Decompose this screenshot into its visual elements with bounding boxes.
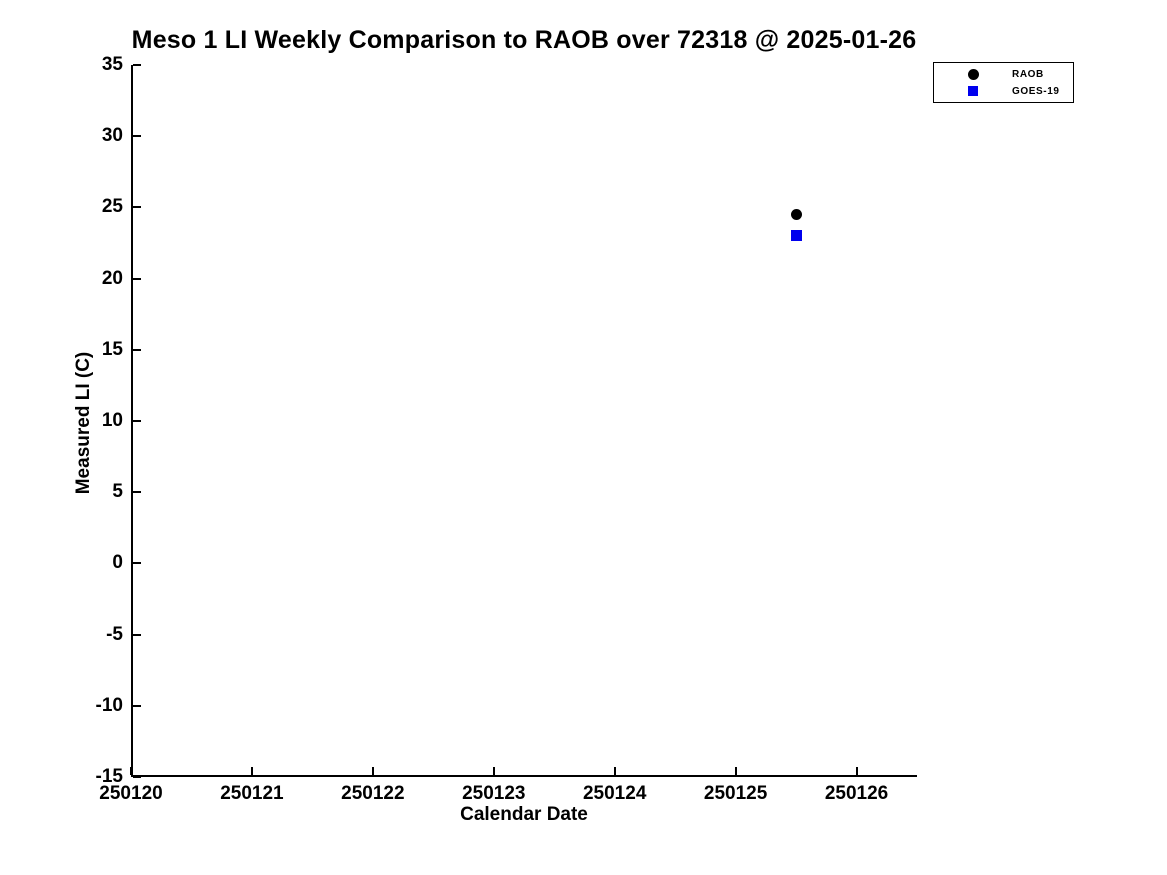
- legend-marker-cell: [934, 68, 1012, 80]
- y-tick-label: 20: [101, 267, 123, 289]
- x-axis-label: Calendar Date: [460, 804, 588, 825]
- legend: RAOB GOES-19: [933, 62, 1074, 103]
- x-tick-mark: [734, 767, 737, 775]
- y-tick-label: -10: [95, 694, 123, 716]
- y-tick-label: -5: [106, 623, 123, 645]
- y-tick-label: 30: [101, 125, 123, 147]
- x-tick-label: 250121: [220, 783, 284, 804]
- y-tick-mark: [133, 420, 141, 422]
- data-point-goes-19: [790, 230, 802, 242]
- y-tick-mark: [133, 776, 141, 778]
- circle-marker-icon: [967, 68, 979, 80]
- legend-label: GOES-19: [1012, 85, 1060, 97]
- x-tick-mark: [492, 767, 495, 775]
- x-tick-mark: [250, 767, 253, 775]
- data-point-raob: [790, 209, 802, 221]
- x-tick-label: 250125: [703, 783, 768, 804]
- y-tick-label: 15: [101, 338, 123, 360]
- y-tick-label: -15: [95, 766, 123, 787]
- x-tick-label: 250122: [341, 783, 405, 804]
- y-tick-mark: [133, 135, 141, 138]
- y-tick-label: 0: [112, 552, 123, 574]
- y-tick-label: 10: [101, 410, 123, 431]
- y-tick-mark: [133, 491, 141, 494]
- y-tick-label: 5: [112, 481, 123, 503]
- plot-area: [131, 65, 917, 777]
- x-tick-mark: [855, 767, 858, 775]
- y-tick-label: 25: [101, 196, 123, 218]
- chart-title: Meso 1 LI Weekly Comparison to RAOB over…: [131, 26, 917, 54]
- y-tick-mark: [133, 277, 141, 280]
- x-tick-mark: [613, 767, 616, 775]
- y-tick-label: 35: [101, 54, 123, 75]
- legend-label: RAOB: [1012, 68, 1044, 80]
- x-tick-label: 250124: [582, 783, 647, 804]
- y-tick-mark: [133, 64, 141, 66]
- x-tick-label: 250126: [824, 783, 889, 804]
- y-tick-mark: [133, 206, 141, 209]
- x-tick-mark: [371, 767, 374, 775]
- legend-marker-cell: [934, 86, 1012, 96]
- legend-entry-goes-19: GOES-19: [934, 83, 1073, 99]
- x-tick-label: 250123: [462, 783, 526, 804]
- y-tick-mark: [133, 704, 141, 707]
- x-tick-mark: [130, 767, 132, 775]
- square-marker-icon: [968, 86, 978, 96]
- y-tick-mark: [133, 348, 141, 351]
- x-tick-label: 250120: [99, 783, 163, 804]
- legend-entry-raob: RAOB: [934, 66, 1073, 82]
- y-tick-mark: [133, 562, 141, 565]
- y-tick-mark: [133, 633, 141, 636]
